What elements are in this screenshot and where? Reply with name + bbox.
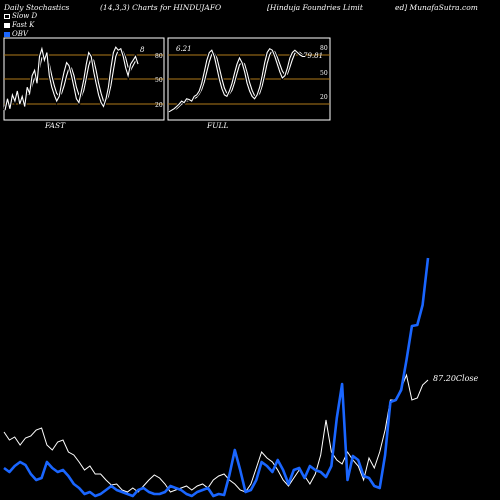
fast-last-value: 8 — [140, 46, 145, 54]
legend-item-fast-k: Fast K — [4, 21, 34, 29]
legend-swatch-slow-d — [4, 13, 10, 19]
legend-label-fast-k: Fast K — [12, 21, 35, 29]
full-k-shadow — [168, 46, 306, 114]
full-ytick-80: 80 — [320, 45, 328, 52]
full-panel-label: FULL — [206, 121, 229, 130]
full-panel: 80 50 20 6.21 79.81 FULL — [167, 37, 331, 130]
full-first-value: 6.21 — [176, 45, 192, 53]
close-value-label: 87.20Close — [433, 374, 479, 383]
full-ytick-20: 20 — [320, 94, 328, 101]
full-ytick-50: 50 — [320, 70, 328, 77]
header-title-site: ed] MunafaSutra.com — [395, 3, 478, 12]
legend-swatch-obv — [4, 31, 10, 37]
fast-panel-label: FAST — [44, 121, 66, 130]
fast-k-line — [4, 46, 139, 111]
fast-ytick-80: 80 — [155, 53, 163, 60]
full-last-value: 79.81 — [303, 52, 323, 60]
header-title-left: Daily Stochastics — [4, 3, 70, 12]
legend-label-obv: OBV — [12, 30, 28, 38]
fast-ytick-50: 50 — [155, 77, 163, 84]
fast-panel: 80 50 20 8 FAST — [3, 37, 165, 130]
obv-line — [3, 257, 430, 498]
header-title-mid: (14,3,3) Charts for HINDUJAFO — [100, 3, 222, 12]
header-title-right: [Hinduja Foundries Limit — [267, 3, 363, 12]
close-price-line — [3, 373, 429, 493]
fast-ytick-20: 20 — [155, 102, 163, 109]
price-obv-chart: 87.20Close — [3, 257, 479, 498]
legend-swatch-fast-k — [4, 22, 10, 28]
legend-label-slow-d: Slow D — [12, 12, 38, 20]
legend-item-obv: OBV — [4, 30, 28, 38]
full-k-line — [168, 47, 306, 113]
legend-item-slow-d: Slow D — [4, 12, 37, 20]
